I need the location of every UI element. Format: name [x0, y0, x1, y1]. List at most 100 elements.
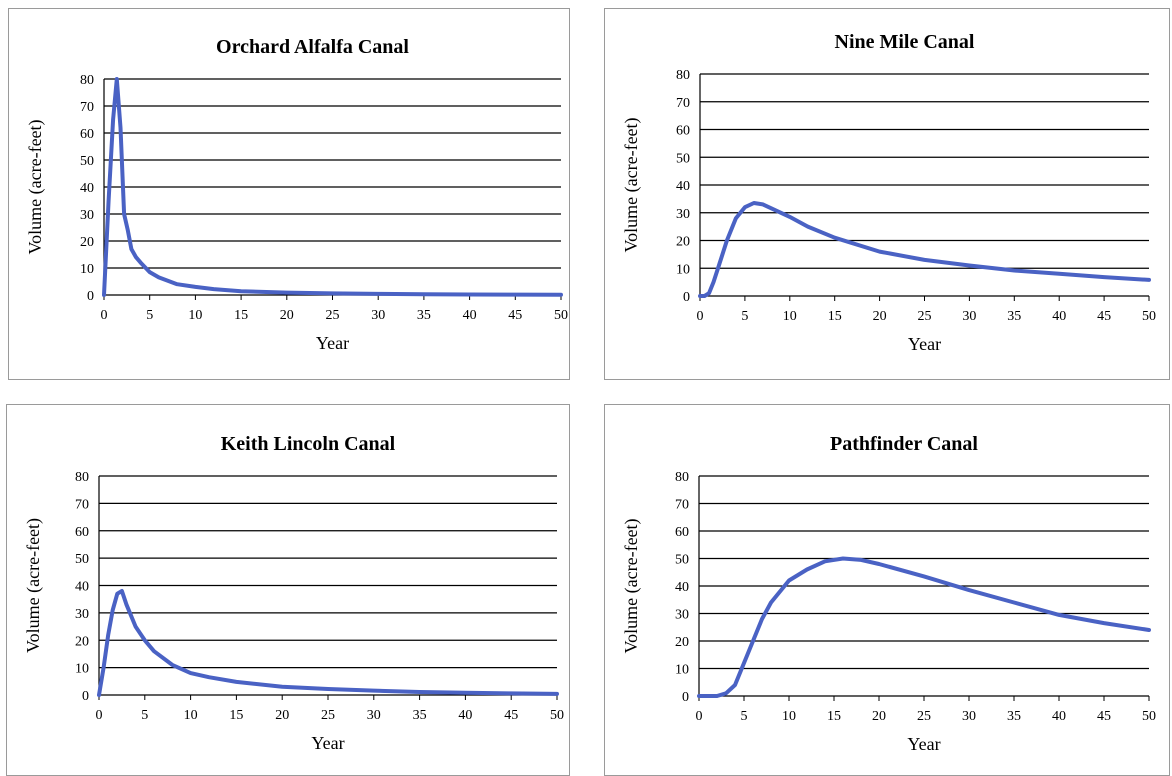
- chart-0-xtick-20: 20: [280, 308, 294, 323]
- chart-2-ytick-50: 50: [75, 552, 89, 567]
- chart-2-ytick-0: 0: [82, 689, 89, 704]
- chart-2-ytick-30: 30: [75, 607, 89, 622]
- chart-0-xtick-35: 35: [417, 308, 431, 323]
- chart-3-xtick-5: 5: [741, 709, 748, 724]
- chart-panel-keith-lincoln: Keith Lincoln Canal 0 10 20 30 40 50 60 70 80 0 5 10…: [6, 404, 570, 776]
- chart-3-ytick-10: 10: [675, 663, 689, 678]
- chart-2-xtick-20: 20: [275, 708, 289, 723]
- chart-1-ytick-80: 80: [676, 68, 690, 83]
- chart-1-xtick-5: 5: [741, 309, 748, 324]
- chart-0-x-axis-label: Year: [316, 333, 349, 353]
- chart-0-xtick-45: 45: [508, 308, 522, 323]
- chart-3-ytick-60: 60: [675, 525, 689, 540]
- chart-0-series-line-0: [102, 77, 563, 297]
- chart-3-xtick-20: 20: [872, 709, 886, 724]
- chart-2-xtick-50: 50: [550, 708, 564, 723]
- chart-1-title: Nine Mile Canal: [835, 31, 975, 53]
- chart-1-ytick-0: 0: [683, 290, 690, 305]
- chart-3-ytick-30: 30: [675, 608, 689, 623]
- chart-2-ytick-20: 20: [75, 634, 89, 649]
- chart-1-ytick-60: 60: [676, 124, 690, 139]
- chart-0-ytick-70: 70: [80, 100, 94, 115]
- chart-3-ytick-70: 70: [675, 498, 689, 513]
- chart-3-ytick-50: 50: [675, 553, 689, 568]
- chart-0-xtick-10: 10: [188, 308, 202, 323]
- chart-2-ytick-80: 80: [75, 470, 89, 485]
- chart-0-xtick-30: 30: [371, 308, 385, 323]
- chart-0-xtick-40: 40: [463, 308, 477, 323]
- chart-3-x-axis-label: Year: [907, 734, 940, 754]
- chart-0-ytick-40: 40: [80, 181, 94, 196]
- chart-0-ytick-60: 60: [80, 127, 94, 142]
- chart-2-ytick-70: 70: [75, 497, 89, 512]
- chart-2-ytick-10: 10: [75, 662, 89, 677]
- chart-2-xtick-10: 10: [184, 708, 198, 723]
- chart-0-xtick-50: 50: [554, 308, 568, 323]
- chart-0-xtick-25: 25: [326, 308, 340, 323]
- chart-1-xtick-0: 0: [697, 309, 704, 324]
- chart-0-xtick-5: 5: [146, 308, 153, 323]
- chart-2-xtick-30: 30: [367, 708, 381, 723]
- chart-1-x-axis-label: Year: [908, 334, 941, 354]
- chart-1-xtick-20: 20: [873, 309, 887, 324]
- chart-2-y-axis-label: Volume (acre-feet): [23, 518, 44, 653]
- chart-0-ytick-80: 80: [80, 73, 94, 88]
- chart-3-xtick-15: 15: [827, 709, 841, 724]
- chart-0-ytick-10: 10: [80, 262, 94, 277]
- chart-panel-nine-mile: Nine Mile Canal 0 10 20 30 40 50 60 70 80 0 5 10 15 20…: [604, 8, 1170, 380]
- chart-2-xtick-35: 35: [413, 708, 427, 723]
- chart-3-xtick-10: 10: [782, 709, 796, 724]
- chart-3-xtick-0: 0: [696, 709, 703, 724]
- chart-2-xtick-25: 25: [321, 708, 335, 723]
- chart-0-ytick-30: 30: [80, 208, 94, 223]
- chart-3-xtick-35: 35: [1007, 709, 1021, 724]
- chart-3-ytick-80: 80: [675, 470, 689, 485]
- chart-1-xtick-15: 15: [828, 309, 842, 324]
- chart-3-ytick-20: 20: [675, 635, 689, 650]
- chart-3-xtick-25: 25: [917, 709, 931, 724]
- chart-3-series-line-0: [697, 556, 1151, 698]
- chart-1-xtick-40: 40: [1052, 309, 1066, 324]
- chart-1-ytick-30: 30: [676, 207, 690, 222]
- chart-1-ytick-20: 20: [676, 235, 690, 250]
- chart-0-xtick-15: 15: [234, 308, 248, 323]
- chart-0-ytick-0: 0: [87, 289, 94, 304]
- chart-0-ytick-20: 20: [80, 235, 94, 250]
- chart-3-y-axis-label: Volume (acre-feet): [621, 518, 642, 653]
- chart-1-y-axis-label: Volume (acre-feet): [621, 117, 642, 252]
- chart-1-ytick-40: 40: [676, 179, 690, 194]
- chart-svg: Pathfinder Canal 0 10 20 30 40 50 60 70 80 0 5 10 15 2…: [621, 433, 1156, 754]
- chart-3-xtick-30: 30: [962, 709, 976, 724]
- chart-1-xtick-45: 45: [1097, 309, 1111, 324]
- chart-1-xtick-50: 50: [1142, 309, 1156, 324]
- chart-svg: Keith Lincoln Canal 0 10 20 30 40 50 60 70 80 0 5 10…: [23, 433, 564, 753]
- chart-1-xtick-35: 35: [1007, 309, 1021, 324]
- chart-2-title: Keith Lincoln Canal: [221, 433, 396, 455]
- chart-0-title: Orchard Alfalfa Canal: [216, 36, 409, 58]
- chart-2-xtick-15: 15: [229, 708, 243, 723]
- chart-0-xtick-0: 0: [101, 308, 108, 323]
- chart-2-x-axis-label: Year: [311, 733, 344, 753]
- chart-0-ytick-50: 50: [80, 154, 94, 169]
- chart-1-xtick-25: 25: [918, 309, 932, 324]
- chart-1-ytick-70: 70: [676, 96, 690, 111]
- chart-3-ytick-0: 0: [682, 690, 689, 705]
- chart-1-xtick-30: 30: [962, 309, 976, 324]
- chart-0-y-axis-label: Volume (acre-feet): [25, 119, 46, 254]
- chart-3-xtick-45: 45: [1097, 709, 1111, 724]
- chart-3-xtick-50: 50: [1142, 709, 1156, 724]
- chart-2-series-line-0: [97, 589, 559, 697]
- chart-2-xtick-40: 40: [458, 708, 472, 723]
- chart-1-xtick-10: 10: [783, 309, 797, 324]
- chart-1-series-line-0: [698, 201, 1151, 298]
- chart-2-xtick-0: 0: [96, 708, 103, 723]
- chart-2-xtick-45: 45: [504, 708, 518, 723]
- chart-3-xtick-40: 40: [1052, 709, 1066, 724]
- chart-2-xtick-5: 5: [141, 708, 148, 723]
- chart-2-ytick-40: 40: [75, 580, 89, 595]
- chart-svg: Orchard Alfalfa Canal 0 10 20 30 40 50 60 70 80 0 5…: [25, 36, 568, 353]
- chart-panel-pathfinder: Pathfinder Canal 0 10 20 30 40 50 60 70 80 0 5 10 15 2…: [604, 404, 1170, 776]
- chart-1-ytick-10: 10: [676, 262, 690, 277]
- chart-panel-orchard-alfalfa: Orchard Alfalfa Canal 0 10 20 30 40 50 60 70 80 0 5…: [8, 8, 570, 380]
- chart-3-title: Pathfinder Canal: [830, 433, 978, 455]
